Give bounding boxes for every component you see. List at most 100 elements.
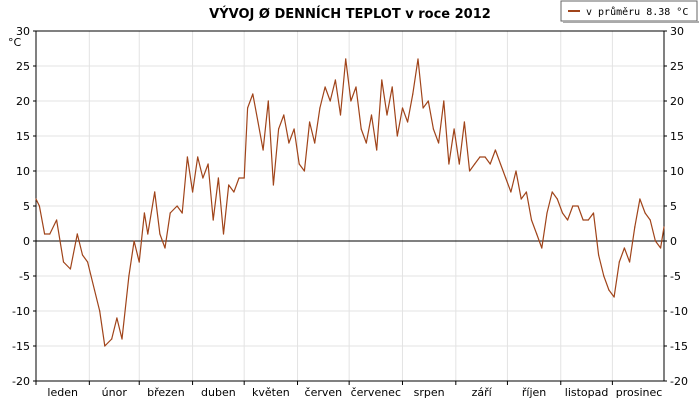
data-point xyxy=(104,345,106,347)
y-tick-label: -10 xyxy=(12,305,30,318)
data-point xyxy=(623,247,626,249)
data-point xyxy=(257,121,259,123)
y-tick-label: 20 xyxy=(670,95,684,108)
data-point xyxy=(505,177,507,179)
x-tick-label: srpen xyxy=(414,386,445,399)
data-point xyxy=(288,142,290,144)
data-point xyxy=(278,128,280,130)
data-point xyxy=(133,240,135,242)
data-point xyxy=(283,114,285,116)
data-point xyxy=(181,212,183,214)
data-point xyxy=(222,233,225,235)
data-point xyxy=(44,233,46,235)
data-point xyxy=(629,261,631,263)
data-point xyxy=(324,86,326,88)
chart-title: VÝVOJ Ø DENNÍCH TEPLOT v roce 2012 xyxy=(209,6,491,22)
data-point xyxy=(228,184,230,186)
data-point xyxy=(247,107,249,109)
data-point xyxy=(293,128,295,130)
y-tick-label: -5 xyxy=(670,270,681,283)
y-tick-label: 0 xyxy=(23,235,30,248)
data-point xyxy=(262,149,264,151)
x-tick-label: květen xyxy=(252,386,290,399)
data-point xyxy=(38,205,41,207)
x-tick-label: listopad xyxy=(565,386,609,399)
data-point xyxy=(81,254,84,256)
x-tick-label: červenec xyxy=(351,386,401,399)
y-tick-label: 25 xyxy=(670,60,684,73)
data-point xyxy=(443,100,445,102)
y-tick-label: -20 xyxy=(670,375,688,388)
data-point xyxy=(217,177,219,179)
data-point xyxy=(197,156,199,158)
y-tick-label: 15 xyxy=(16,130,30,143)
data-point xyxy=(598,254,600,256)
data-point xyxy=(592,212,595,214)
data-point xyxy=(159,233,161,235)
data-point xyxy=(164,247,166,249)
data-point xyxy=(474,163,476,165)
data-point xyxy=(396,135,398,137)
data-point xyxy=(154,191,156,193)
y-tick-label: -15 xyxy=(12,340,30,353)
data-point xyxy=(660,247,662,249)
data-point xyxy=(238,177,240,179)
data-point xyxy=(582,219,584,221)
data-point xyxy=(536,233,538,235)
data-point xyxy=(463,121,465,123)
data-point xyxy=(143,212,145,214)
data-point xyxy=(138,261,140,263)
data-point xyxy=(551,191,553,193)
data-point xyxy=(35,198,37,200)
data-point xyxy=(561,212,564,214)
data-point xyxy=(329,100,331,102)
y-axis-right-ticks: 30 25 20 15 10 5 0 -5 -10 -15 -20 xyxy=(664,25,688,388)
data-point xyxy=(412,93,414,95)
y-tick-label: 5 xyxy=(670,200,677,213)
y-tick-label: 25 xyxy=(16,60,30,73)
data-point xyxy=(176,205,178,207)
y-tick-label: 30 xyxy=(16,25,30,38)
data-point xyxy=(608,289,610,291)
data-point xyxy=(99,310,101,312)
data-point xyxy=(546,212,548,214)
y-tick-label: -10 xyxy=(670,305,688,318)
data-point xyxy=(484,156,486,158)
series xyxy=(35,58,665,347)
data-point xyxy=(69,268,71,270)
data-point xyxy=(298,163,300,165)
data-point xyxy=(314,142,316,144)
data-point xyxy=(350,100,352,102)
data-point xyxy=(644,212,646,214)
data-point xyxy=(147,233,149,235)
data-point xyxy=(111,338,113,340)
data-point xyxy=(515,170,517,172)
data-point xyxy=(212,219,214,221)
data-point xyxy=(207,163,209,165)
data-point xyxy=(520,198,522,200)
data-point xyxy=(618,261,620,263)
data-point xyxy=(499,163,502,165)
data-point xyxy=(432,128,434,130)
data-point xyxy=(453,128,455,130)
data-point xyxy=(355,86,357,88)
data-point xyxy=(572,205,574,207)
x-tick-label: prosinec xyxy=(616,386,663,399)
data-point xyxy=(243,177,245,179)
data-point xyxy=(128,275,130,277)
data-point xyxy=(345,58,347,60)
data-point xyxy=(339,114,342,116)
data-point xyxy=(489,163,491,165)
data-point xyxy=(169,212,171,214)
data-point xyxy=(87,261,89,263)
data-point xyxy=(510,191,512,193)
data-point xyxy=(252,93,254,95)
x-tick-label: leden xyxy=(47,386,78,399)
y-tick-label: 10 xyxy=(16,165,30,178)
data-point xyxy=(613,296,615,298)
y-tick-label: -5 xyxy=(19,270,30,283)
data-point xyxy=(192,191,194,193)
y-tick-label: 10 xyxy=(670,165,684,178)
data-point xyxy=(541,247,543,249)
data-point xyxy=(634,226,636,228)
